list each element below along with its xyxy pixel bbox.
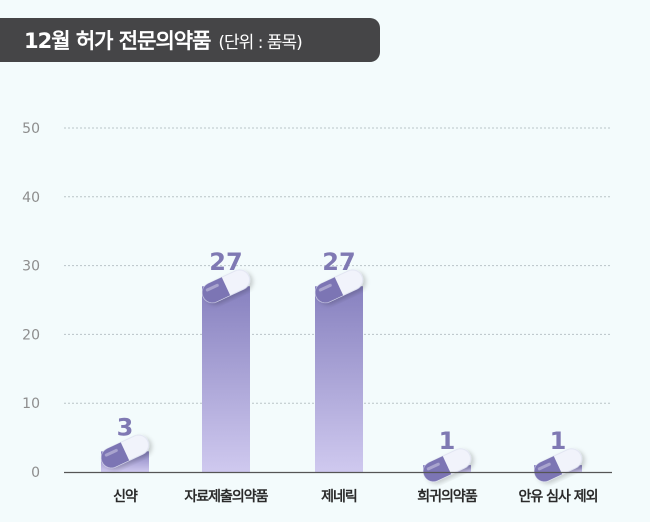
x-axis: 신약 자료제출의약품 제네릭 희귀의약품 안유 심사 제외 [113,488,599,505]
data-labels: 3 27 27 1 1 [117,248,567,455]
value-label: 27 [322,248,355,276]
y-tick-label: 50 [22,121,40,137]
chart-unit: (단위 : 품목) [218,32,302,53]
bars [101,286,582,472]
capsule-icon [533,448,583,482]
capsule-icon [201,269,251,304]
value-label: 27 [209,248,242,276]
y-tick-label: 30 [22,259,40,275]
category-label: 신약 [113,488,138,505]
value-label: 1 [439,427,456,455]
value-label: 3 [117,413,134,441]
chart-title: 12월 허가 전문의약품 [24,29,211,53]
category-label: 안유 심사 제외 [518,488,597,505]
bar [202,286,250,472]
bar [315,286,363,472]
value-label: 1 [550,427,567,455]
y-axis: 0 10 20 30 40 50 [22,121,40,481]
title-banner: 12월 허가 전문의약품 (단위 : 품목) [0,18,380,62]
category-label: 제네릭 [321,489,357,505]
capsule-icon [422,448,472,482]
y-tick-label: 40 [22,190,40,206]
y-tick-label: 20 [22,327,40,343]
capsules [100,269,583,482]
y-tick-label: 10 [22,396,40,412]
capsule-icon [100,434,150,469]
capsule-icon [314,269,364,304]
y-tick-label: 0 [31,465,40,481]
category-label: 자료제출의약품 [184,488,268,505]
category-label: 희귀의약품 [417,488,478,505]
